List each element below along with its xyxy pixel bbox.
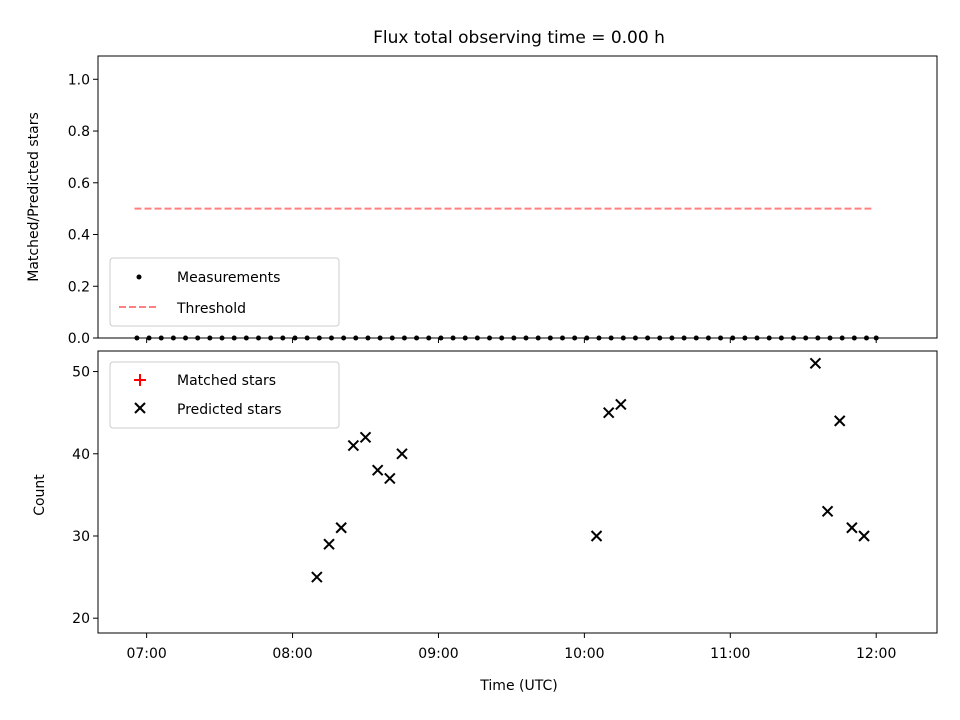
top-y-ticks: 0.0 0.2 0.4 0.6 0.8 1.0 [68, 72, 98, 347]
legend-matched-label: Matched stars [177, 373, 276, 389]
bottom-marks [311, 357, 870, 583]
predicted-star-point [615, 398, 627, 411]
predicted-star-point [384, 472, 396, 485]
predicted-star-point [396, 448, 408, 460]
predicted-star-point [347, 439, 360, 452]
bottom-x-tick-label: 11:00 [710, 646, 750, 662]
bottom-x-axis-label: Time (UTC) [479, 678, 557, 694]
top-x-ticks [146, 338, 877, 343]
top-y-tick-label: 0.0 [68, 331, 90, 347]
top-chart-title: Flux total observing time = 0.00 h [373, 28, 665, 48]
bottom-x-tick-label: 07:00 [126, 646, 166, 662]
predicted-star-point [846, 522, 858, 534]
predicted-star-point [590, 530, 603, 542]
predicted-star-point [323, 538, 335, 550]
bottom-x-tick-label: 10:00 [564, 646, 604, 662]
bottom-y-axis-label: Count [32, 474, 48, 516]
bottom-y-tick-label: 30 [72, 529, 90, 545]
predicted-star-point [359, 431, 372, 444]
predicted-star-point [821, 505, 834, 518]
predicted-star-point [602, 406, 615, 419]
legend-measurements-label: Measurements [177, 270, 280, 286]
top-y-tick-label: 0.4 [68, 228, 90, 244]
bottom-plot-frame [97, 350, 938, 634]
bottom-y-ticks: 20 30 40 50 [72, 365, 98, 627]
top-y-tick-label: 0.2 [68, 279, 90, 295]
legend-measurements-marker [136, 274, 142, 280]
predicted-star-point [834, 415, 846, 427]
bottom-legend: Matched stars Predicted stars [109, 361, 340, 429]
legend-predicted-label: Predicted stars [177, 402, 282, 418]
bottom-x-tick-label: 09:00 [418, 646, 458, 662]
predicted-star-point [371, 464, 384, 476]
predicted-star-point [809, 357, 822, 370]
top-legend-box [109, 257, 340, 327]
bottom-x-tick-label: 12:00 [856, 646, 896, 662]
bottom-y-tick-label: 50 [72, 365, 90, 381]
predicted-star-point [335, 522, 347, 534]
bottom-panel: Count Time (UTC) 20 30 40 50 07:00 08:00 09:0… [32, 350, 938, 694]
bottom-legend-box [109, 361, 340, 429]
top-panel: Flux total observing time = 0.00 h Match… [26, 28, 938, 347]
predicted-star-point [311, 571, 323, 583]
legend-predicted-marker [134, 402, 146, 414]
top-y-tick-label: 1.0 [68, 72, 90, 88]
bottom-x-ticks: 07:00 08:00 09:00 10:00 11:00 12:00 [126, 633, 896, 662]
top-y-tick-label: 0.6 [68, 176, 90, 192]
top-legend: Measurements Threshold [109, 257, 340, 327]
bottom-x-tick-label: 08:00 [272, 646, 312, 662]
legend-matched-marker [134, 374, 146, 386]
top-y-axis-label: Matched/Predicted stars [26, 112, 42, 282]
bottom-y-tick-label: 20 [72, 611, 90, 627]
top-plot-frame [97, 55, 938, 339]
top-y-tick-label: 0.8 [68, 124, 90, 140]
bottom-y-tick-label: 40 [72, 447, 90, 463]
predicted-star-point [858, 530, 870, 542]
legend-threshold-label: Threshold [176, 301, 246, 317]
